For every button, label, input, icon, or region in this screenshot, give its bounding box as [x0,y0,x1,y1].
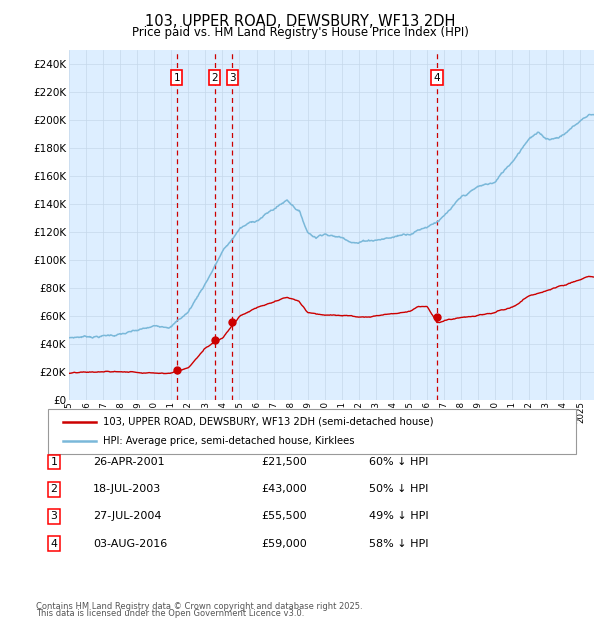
Text: £55,500: £55,500 [261,512,307,521]
Text: 50% ↓ HPI: 50% ↓ HPI [369,484,428,494]
Text: 2: 2 [211,73,218,82]
Text: This data is licensed under the Open Government Licence v3.0.: This data is licensed under the Open Gov… [36,609,304,618]
Text: 27-JUL-2004: 27-JUL-2004 [93,512,161,521]
Text: £43,000: £43,000 [261,484,307,494]
Text: 3: 3 [50,512,58,521]
Text: 103, UPPER ROAD, DEWSBURY, WF13 2DH (semi-detached house): 103, UPPER ROAD, DEWSBURY, WF13 2DH (sem… [103,417,434,427]
Text: 1: 1 [50,457,58,467]
Text: 3: 3 [229,73,235,82]
Text: 49% ↓ HPI: 49% ↓ HPI [369,512,428,521]
Text: 4: 4 [434,73,440,82]
Text: 2: 2 [50,484,58,494]
Text: 26-APR-2001: 26-APR-2001 [93,457,164,467]
Text: 58% ↓ HPI: 58% ↓ HPI [369,539,428,549]
Text: 1: 1 [173,73,180,82]
Text: 03-AUG-2016: 03-AUG-2016 [93,539,167,549]
Text: 18-JUL-2003: 18-JUL-2003 [93,484,161,494]
Text: 4: 4 [50,539,58,549]
Text: 103, UPPER ROAD, DEWSBURY, WF13 2DH: 103, UPPER ROAD, DEWSBURY, WF13 2DH [145,14,455,29]
Text: £21,500: £21,500 [261,457,307,467]
Text: 60% ↓ HPI: 60% ↓ HPI [369,457,428,467]
Text: Contains HM Land Registry data © Crown copyright and database right 2025.: Contains HM Land Registry data © Crown c… [36,602,362,611]
Text: HPI: Average price, semi-detached house, Kirklees: HPI: Average price, semi-detached house,… [103,436,355,446]
Text: Price paid vs. HM Land Registry's House Price Index (HPI): Price paid vs. HM Land Registry's House … [131,26,469,39]
Text: £59,000: £59,000 [261,539,307,549]
